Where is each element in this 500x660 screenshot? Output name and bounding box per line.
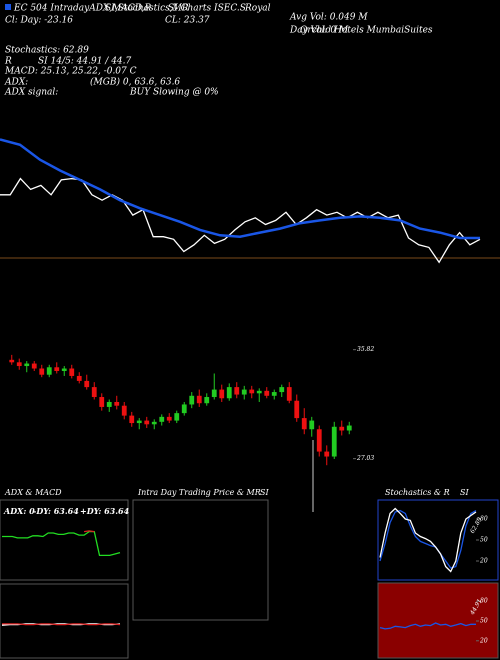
y-tick-label: 27.03 xyxy=(356,455,374,462)
adx-panel xyxy=(0,499,129,581)
y-tick-label: 50 xyxy=(480,537,488,544)
candle-body xyxy=(16,362,22,367)
candle-body xyxy=(249,389,255,394)
candle-body xyxy=(69,368,75,376)
series-line xyxy=(2,623,121,626)
series-line xyxy=(379,622,476,630)
candle-body xyxy=(234,387,240,395)
series-line xyxy=(0,138,480,240)
candle-body xyxy=(136,420,142,424)
header-text: ADX signal: xyxy=(4,88,58,98)
candle-body xyxy=(346,425,352,431)
candle-body xyxy=(91,387,97,398)
panel-title: Stochastics & R xyxy=(385,488,450,497)
candle-body xyxy=(39,368,45,375)
candle-body xyxy=(324,451,330,457)
candle-body xyxy=(196,395,202,404)
candle-body xyxy=(241,389,247,395)
header-text: CL: 23.37 xyxy=(165,16,210,26)
header-text: Stochastics: 62.89 xyxy=(5,46,89,56)
y-tick-label: 35.82 xyxy=(357,346,374,353)
candle-body xyxy=(76,375,82,381)
header-text: ADX: xyxy=(4,78,28,88)
header-text: Avg Vol: 0.049 M xyxy=(289,13,368,23)
macd-panel xyxy=(0,583,129,659)
header-text: EC 504 IntradayADX,MACD,R xyxy=(13,4,152,14)
header-text: Royal xyxy=(244,4,271,14)
series-line xyxy=(2,530,121,557)
header-text: Orchid Hotels MumbaiSuites xyxy=(300,26,433,36)
series-line xyxy=(379,509,477,569)
y-tick-label: 20 xyxy=(479,558,488,565)
candle-body xyxy=(256,390,262,394)
header-text: Cl: Day: -23.16 xyxy=(5,16,73,26)
y-tick-label: 80 xyxy=(480,516,488,523)
candle-body xyxy=(31,363,37,369)
candle-body xyxy=(181,404,187,414)
candle-body xyxy=(106,401,112,407)
candle-body xyxy=(114,401,120,406)
candle-body xyxy=(61,368,67,371)
y-tick-label: 20 xyxy=(479,637,488,644)
y-tick-label: 50 xyxy=(480,618,488,625)
candle-body xyxy=(294,400,300,419)
y-tick-label: 80 xyxy=(480,598,488,605)
candle-body xyxy=(211,389,217,398)
annotation: ADX: 0 xyxy=(3,506,35,516)
candle-body xyxy=(189,395,195,405)
candle-body xyxy=(279,387,285,393)
candle-body xyxy=(9,359,15,363)
candle-body xyxy=(226,387,232,399)
candle-body xyxy=(84,380,90,388)
header-text: BUY Slowing @ 0% xyxy=(129,88,219,98)
panel-subtitle: SI xyxy=(260,488,269,497)
header-text: MACD: 25.13, 25.22, -0.07 C xyxy=(4,67,137,77)
legend-swatch xyxy=(5,4,11,10)
candle-body xyxy=(204,397,210,404)
panel-title: Intra Day Trading Price & MR xyxy=(137,488,261,497)
candle-body xyxy=(219,389,225,399)
candle-body xyxy=(24,363,30,367)
candle-body xyxy=(129,415,135,424)
header-text: (MGB) 0, 63.6, 63.6 xyxy=(90,77,180,88)
candle-body xyxy=(286,387,292,401)
candle-body xyxy=(121,405,127,416)
series-line xyxy=(379,507,477,573)
candle-body xyxy=(174,413,180,421)
candle-body xyxy=(151,421,157,425)
candle-body xyxy=(264,390,270,396)
intraday-panel xyxy=(132,499,269,621)
panel-subtitle: SI xyxy=(460,488,469,497)
candle-body xyxy=(271,392,277,396)
header-text: SI Charts ISEC.S xyxy=(168,4,246,14)
series-line xyxy=(84,530,95,533)
candle-body xyxy=(331,426,337,457)
header-text: R xyxy=(4,57,12,67)
candle-body xyxy=(99,397,105,407)
candle-body xyxy=(339,426,345,431)
candle-body xyxy=(54,367,60,371)
header-text: Day Vol: 0 M xyxy=(289,26,349,36)
candle-body xyxy=(301,418,307,430)
header-text: SI,Stochastics,MR xyxy=(105,4,189,14)
candle-body xyxy=(166,416,172,421)
annotation: -DY: 63.64 xyxy=(33,506,79,516)
candle-body xyxy=(46,367,52,375)
panel-title: ADX & MACD xyxy=(4,488,62,497)
annotation: +DY: 63.64 xyxy=(80,506,130,516)
candle-body xyxy=(309,420,315,430)
candle-body xyxy=(144,420,150,425)
candle-body xyxy=(316,429,322,452)
candle-body xyxy=(159,416,165,422)
header-text: SI 14/5: 44.91 / 44.7 xyxy=(38,57,132,67)
